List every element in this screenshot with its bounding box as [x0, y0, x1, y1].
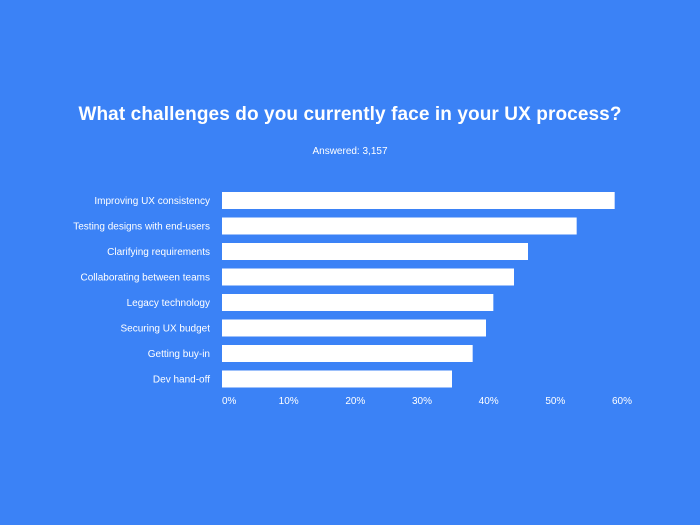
bar — [222, 243, 528, 260]
category-label: Collaborating between teams — [80, 273, 210, 284]
category-label: Securing UX budget — [120, 324, 210, 335]
x-tick-label: 50% — [545, 396, 565, 407]
category-label: Dev hand-off — [153, 375, 210, 386]
chart-title: What challenges do you currently face in… — [78, 104, 622, 125]
bar — [222, 268, 514, 286]
category-label: Clarifying requirements — [107, 247, 210, 258]
chart-subtitle: Answered: 3,157 — [312, 146, 388, 157]
x-tick-label: 20% — [345, 396, 365, 407]
category-label: Testing designs with end-users — [73, 222, 210, 233]
category-labels: Improving UX consistency Testing designs … — [73, 196, 210, 386]
x-tick-label: 60% — [612, 396, 632, 407]
bar — [222, 370, 452, 388]
x-tick-label: 10% — [279, 396, 299, 407]
x-axis-ticks: 0% 10% 20% 30% 40% 50% 60% — [222, 396, 632, 407]
category-label: Getting buy-in — [148, 349, 210, 360]
bar — [222, 345, 473, 362]
x-tick-label: 30% — [412, 396, 432, 407]
category-label: Improving UX consistency — [94, 196, 210, 207]
bar — [222, 319, 486, 337]
bar — [222, 192, 615, 209]
bar — [222, 294, 494, 311]
bars-layer — [222, 192, 615, 388]
bar — [222, 217, 577, 235]
category-label: Legacy technology — [127, 298, 210, 309]
x-tick-label: 0% — [222, 396, 237, 407]
x-tick-label: 40% — [479, 396, 499, 407]
